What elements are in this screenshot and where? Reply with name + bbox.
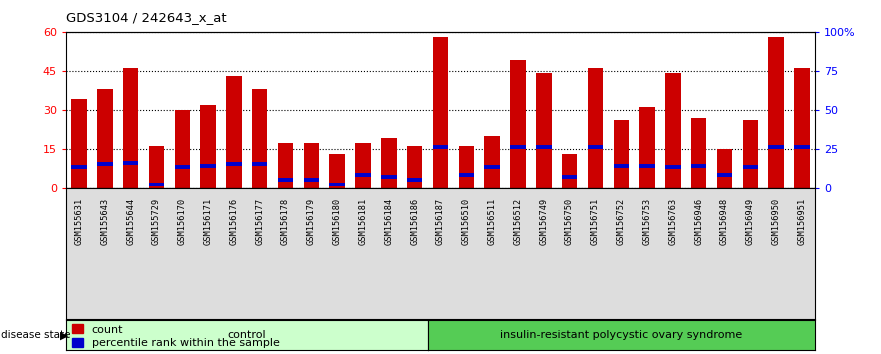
Text: GSM156186: GSM156186 bbox=[411, 198, 419, 245]
Bar bbox=[459, 173, 474, 177]
Bar bbox=[459, 146, 474, 188]
Bar bbox=[329, 183, 345, 187]
Bar bbox=[97, 89, 113, 188]
Text: GSM156177: GSM156177 bbox=[255, 198, 264, 245]
Bar bbox=[71, 99, 86, 188]
Text: ▶: ▶ bbox=[60, 330, 69, 341]
Bar bbox=[226, 76, 241, 188]
Text: GSM156951: GSM156951 bbox=[797, 198, 806, 245]
Text: insulin-resistant polycystic ovary syndrome: insulin-resistant polycystic ovary syndr… bbox=[500, 330, 743, 341]
Text: GSM156180: GSM156180 bbox=[333, 198, 342, 245]
Bar bbox=[795, 145, 810, 149]
Text: GSM156178: GSM156178 bbox=[281, 198, 290, 245]
Text: GSM156750: GSM156750 bbox=[565, 198, 574, 245]
Bar bbox=[691, 164, 707, 168]
Bar bbox=[562, 154, 577, 188]
Bar bbox=[174, 165, 190, 169]
Text: GSM155631: GSM155631 bbox=[75, 198, 84, 245]
Bar bbox=[691, 118, 707, 188]
Bar bbox=[588, 68, 603, 188]
Bar bbox=[768, 37, 784, 188]
Bar bbox=[149, 183, 164, 187]
Bar bbox=[252, 89, 268, 188]
Bar bbox=[174, 110, 190, 188]
Bar bbox=[717, 149, 732, 188]
Text: GSM156763: GSM156763 bbox=[669, 198, 677, 245]
Text: GSM156171: GSM156171 bbox=[204, 198, 212, 245]
Bar bbox=[485, 165, 500, 169]
Bar bbox=[381, 175, 396, 179]
Text: GDS3104 / 242643_x_at: GDS3104 / 242643_x_at bbox=[66, 11, 226, 24]
Text: GSM156179: GSM156179 bbox=[307, 198, 316, 245]
Bar bbox=[355, 173, 371, 177]
Bar bbox=[665, 165, 681, 169]
Bar bbox=[226, 162, 241, 166]
Text: GSM156949: GSM156949 bbox=[746, 198, 755, 245]
Text: GSM156187: GSM156187 bbox=[436, 198, 445, 245]
Text: GSM156948: GSM156948 bbox=[720, 198, 729, 245]
Bar bbox=[433, 37, 448, 188]
Bar bbox=[97, 162, 113, 166]
Bar bbox=[588, 145, 603, 149]
Text: GSM156184: GSM156184 bbox=[384, 198, 393, 245]
Bar bbox=[329, 154, 345, 188]
Bar bbox=[536, 73, 552, 188]
Bar bbox=[200, 164, 216, 168]
Text: GSM156511: GSM156511 bbox=[488, 198, 497, 245]
Bar bbox=[510, 61, 526, 188]
Bar bbox=[768, 145, 784, 149]
Text: GSM156950: GSM156950 bbox=[772, 198, 781, 245]
Bar bbox=[640, 164, 655, 168]
Bar bbox=[278, 178, 293, 182]
Bar bbox=[613, 120, 629, 188]
Bar bbox=[536, 145, 552, 149]
Text: GSM155729: GSM155729 bbox=[152, 198, 161, 245]
Bar bbox=[743, 165, 759, 169]
Bar bbox=[252, 162, 268, 166]
Bar bbox=[149, 146, 164, 188]
Bar bbox=[122, 161, 138, 165]
Text: disease state: disease state bbox=[1, 330, 74, 341]
Bar bbox=[407, 146, 422, 188]
Text: GSM156752: GSM156752 bbox=[617, 198, 626, 245]
Bar bbox=[485, 136, 500, 188]
Bar bbox=[304, 143, 319, 188]
Bar bbox=[795, 68, 810, 188]
Bar bbox=[381, 138, 396, 188]
Bar bbox=[407, 178, 422, 182]
Text: GSM156510: GSM156510 bbox=[462, 198, 470, 245]
Bar bbox=[304, 178, 319, 182]
Text: GSM156749: GSM156749 bbox=[539, 198, 548, 245]
Text: GSM156751: GSM156751 bbox=[591, 198, 600, 245]
Legend: count, percentile rank within the sample: count, percentile rank within the sample bbox=[71, 324, 279, 348]
Bar bbox=[200, 104, 216, 188]
Text: GSM155643: GSM155643 bbox=[100, 198, 109, 245]
Text: GSM156753: GSM156753 bbox=[642, 198, 652, 245]
Bar bbox=[71, 165, 86, 169]
Text: GSM156512: GSM156512 bbox=[514, 198, 522, 245]
Text: control: control bbox=[227, 330, 266, 341]
Bar bbox=[122, 68, 138, 188]
Bar bbox=[717, 173, 732, 177]
Bar bbox=[278, 143, 293, 188]
Bar bbox=[355, 143, 371, 188]
Bar bbox=[743, 120, 759, 188]
Text: GSM156176: GSM156176 bbox=[229, 198, 239, 245]
Bar bbox=[510, 145, 526, 149]
Bar bbox=[613, 164, 629, 168]
Text: GSM156170: GSM156170 bbox=[178, 198, 187, 245]
Bar bbox=[562, 175, 577, 179]
Text: GSM156181: GSM156181 bbox=[359, 198, 367, 245]
Bar bbox=[640, 107, 655, 188]
Text: GSM155644: GSM155644 bbox=[126, 198, 135, 245]
Bar bbox=[665, 73, 681, 188]
Text: GSM156946: GSM156946 bbox=[694, 198, 703, 245]
Bar bbox=[433, 145, 448, 149]
